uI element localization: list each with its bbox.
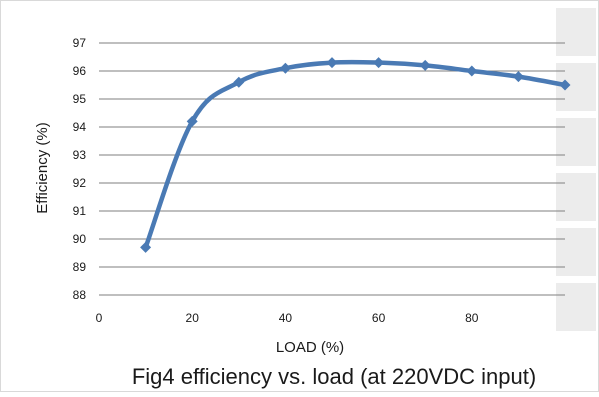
y-tick-label: 93 (73, 148, 87, 162)
data-point-marker (186, 115, 198, 127)
x-axis-title: LOAD (%) (276, 339, 344, 356)
side-panel-block (556, 228, 596, 276)
x-tick-label: 80 (465, 311, 479, 325)
y-tick-labels: 88 89 90 91 92 93 94 95 96 97 (73, 36, 87, 302)
data-point-marker (233, 76, 245, 88)
x-tick-labels: 0 20 40 60 80 (96, 311, 479, 325)
y-tick-label: 96 (73, 64, 87, 78)
data-point-marker (279, 62, 291, 74)
data-point-marker (419, 59, 431, 71)
x-tick-label: 0 (96, 311, 103, 325)
y-tick-label: 97 (73, 36, 87, 50)
y-tick-label: 90 (73, 232, 87, 246)
y-tick-label: 89 (73, 260, 87, 274)
data-point-marker (373, 57, 385, 69)
side-panel-block (556, 118, 596, 166)
series-group (140, 57, 571, 253)
y-tick-label: 92 (73, 176, 87, 190)
x-tick-label: 20 (186, 311, 200, 325)
side-panel (556, 8, 596, 331)
y-tick-label: 88 (73, 288, 87, 302)
data-point-marker (140, 241, 152, 253)
side-panel-block (556, 283, 596, 331)
x-tick-label: 40 (279, 311, 293, 325)
figure-caption: Fig4 efficiency vs. load (at 220VDC inpu… (132, 364, 536, 389)
efficiency-series-line (143, 59, 568, 250)
y-tick-label: 95 (73, 92, 87, 106)
data-point-marker (512, 71, 524, 83)
data-point-marker (559, 79, 571, 91)
data-point-marker (466, 65, 478, 77)
side-panel-block (556, 8, 596, 56)
x-tick-label: 60 (372, 311, 386, 325)
y-axis-title: Efficiency (%) (34, 122, 51, 213)
y-tick-label: 91 (73, 204, 87, 218)
side-panel-block (556, 173, 596, 221)
y-tick-label: 94 (73, 120, 87, 134)
data-point-marker (326, 57, 338, 69)
